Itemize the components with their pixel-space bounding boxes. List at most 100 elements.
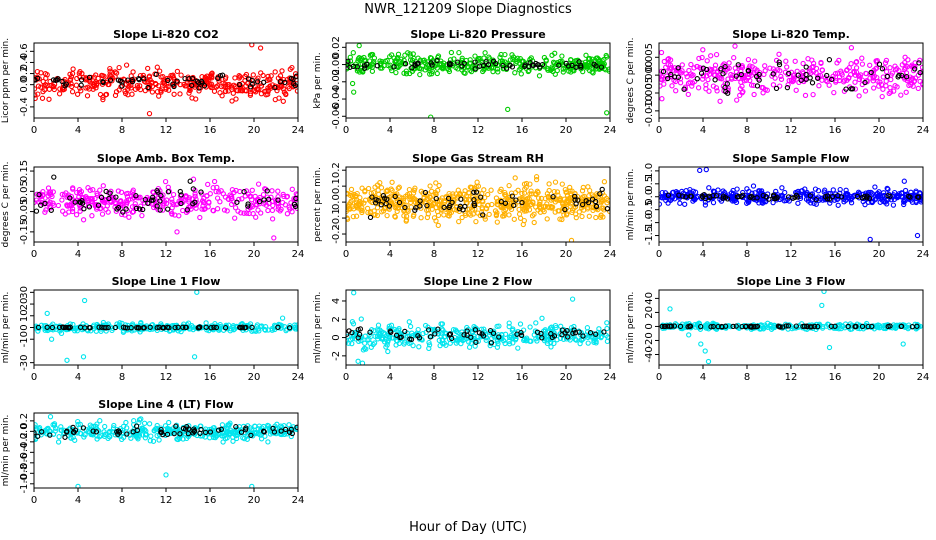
data-point <box>233 96 239 102</box>
data-point <box>478 194 484 200</box>
data-point <box>195 80 202 86</box>
x-tick-label: 8 <box>431 372 437 383</box>
data-point <box>890 202 897 208</box>
data-point <box>539 61 546 68</box>
data-point <box>111 422 117 429</box>
data-point <box>228 427 234 433</box>
data-point <box>383 200 389 207</box>
y-tick-label: 0.0 <box>19 77 30 93</box>
data-point <box>72 199 78 205</box>
data-point <box>46 86 53 92</box>
data-point <box>747 63 753 69</box>
data-point <box>119 436 125 443</box>
data-point <box>129 77 135 83</box>
data-point <box>673 88 679 94</box>
data-point <box>697 64 703 71</box>
data-point <box>293 326 298 332</box>
data-point <box>51 202 57 208</box>
data-point <box>386 203 393 209</box>
data-point <box>68 81 74 87</box>
data-point <box>436 182 442 189</box>
data-point <box>196 85 202 91</box>
data-point <box>97 91 104 98</box>
data-point <box>816 83 822 89</box>
data-point <box>94 80 100 87</box>
data-point <box>849 86 856 92</box>
data-point <box>435 326 441 332</box>
data-point <box>912 63 918 70</box>
data-point <box>198 426 204 433</box>
data-point <box>853 59 859 65</box>
figure-title: NWR_121209 Slope Diagnostics <box>364 2 572 17</box>
data-point <box>378 202 384 208</box>
data-point <box>559 181 565 187</box>
data-point <box>79 194 85 201</box>
data-point <box>782 189 788 196</box>
data-point <box>427 68 433 74</box>
data-point <box>421 194 427 201</box>
data-point <box>34 430 37 436</box>
data-point <box>204 193 210 199</box>
x-tick-label: 12 <box>785 372 798 383</box>
x-tick-label: 8 <box>119 495 125 506</box>
data-point <box>154 203 160 209</box>
data-point <box>912 75 919 81</box>
data-point <box>466 189 472 196</box>
data-point <box>463 193 469 199</box>
data-point <box>158 88 164 94</box>
data-point <box>280 98 286 104</box>
data-point <box>537 199 543 205</box>
data-point <box>375 322 382 328</box>
data-point <box>96 324 102 330</box>
data-point <box>281 324 288 330</box>
data-point <box>355 335 361 341</box>
data-point <box>73 82 80 88</box>
data-point <box>836 74 843 80</box>
data-point <box>146 73 153 79</box>
data-point <box>284 194 290 200</box>
x-tick-label: 4 <box>387 249 393 260</box>
data-point <box>836 57 842 64</box>
data-point <box>63 429 70 435</box>
data-point <box>753 323 759 330</box>
data-point <box>80 425 87 431</box>
data-point <box>271 235 277 241</box>
data-point <box>351 290 357 296</box>
y-tick-label: 0.0 <box>331 194 342 210</box>
data-point <box>231 326 237 332</box>
data-point <box>148 433 154 439</box>
data-point <box>207 429 214 435</box>
data-point <box>517 321 524 327</box>
data-point <box>157 207 163 213</box>
data-point <box>466 197 472 203</box>
data-point <box>181 81 187 88</box>
data-point <box>708 324 714 330</box>
data-point <box>527 181 533 187</box>
y-axis-label: degrees C per min. <box>626 38 636 124</box>
data-point <box>366 337 372 343</box>
data-point <box>174 229 180 235</box>
data-point <box>713 51 720 58</box>
data-point <box>180 324 186 330</box>
data-point <box>604 338 610 345</box>
data-point <box>114 206 120 212</box>
data-point <box>275 324 281 330</box>
data-point <box>665 192 672 198</box>
data-point <box>388 52 395 58</box>
x-tick-label: 16 <box>204 249 217 260</box>
data-point <box>157 198 163 204</box>
data-point <box>77 430 83 437</box>
data-point <box>685 91 691 98</box>
data-point <box>58 424 64 430</box>
data-point <box>198 78 205 85</box>
data-point <box>482 216 488 222</box>
data-point <box>245 203 251 209</box>
data-point <box>81 206 87 212</box>
data-point <box>38 202 44 208</box>
data-point <box>232 205 239 211</box>
data-point <box>533 174 540 180</box>
data-point <box>784 84 791 91</box>
data-point <box>891 88 897 94</box>
